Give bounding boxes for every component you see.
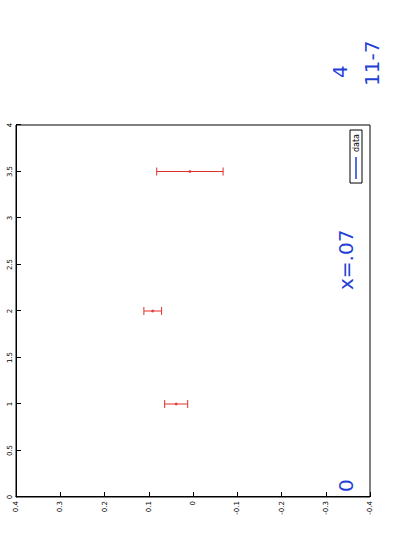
svg-text:0.3: 0.3 [56, 501, 64, 512]
svg-text:3.5: 3.5 [6, 166, 14, 177]
svg-text:x=.07: x=.07 [334, 230, 358, 290]
svg-text:3: 3 [6, 216, 14, 220]
svg-text:data: data [352, 134, 361, 152]
svg-text:0: 0 [334, 479, 358, 492]
svg-text:0.4: 0.4 [12, 500, 20, 512]
svg-text:4: 4 [328, 65, 352, 78]
svg-text:0.5: 0.5 [6, 445, 14, 456]
svg-text:2.5: 2.5 [6, 259, 14, 270]
svg-text:4: 4 [6, 122, 14, 127]
svg-text:1: 1 [6, 402, 14, 406]
svg-text:-0.3: -0.3 [322, 501, 330, 515]
svg-text:1.5: 1.5 [6, 352, 14, 363]
svg-text:-0.4: -0.4 [366, 500, 374, 514]
svg-text:2: 2 [6, 309, 14, 313]
svg-text:0.1: 0.1 [145, 501, 153, 512]
svg-text:0.2: 0.2 [101, 501, 109, 512]
svg-text:0: 0 [189, 501, 197, 505]
svg-text:11-7: 11-7 [360, 41, 384, 86]
svg-text:-0.1: -0.1 [233, 501, 241, 515]
svg-text:-0.2: -0.2 [278, 501, 286, 515]
svg-text:0: 0 [6, 495, 14, 499]
